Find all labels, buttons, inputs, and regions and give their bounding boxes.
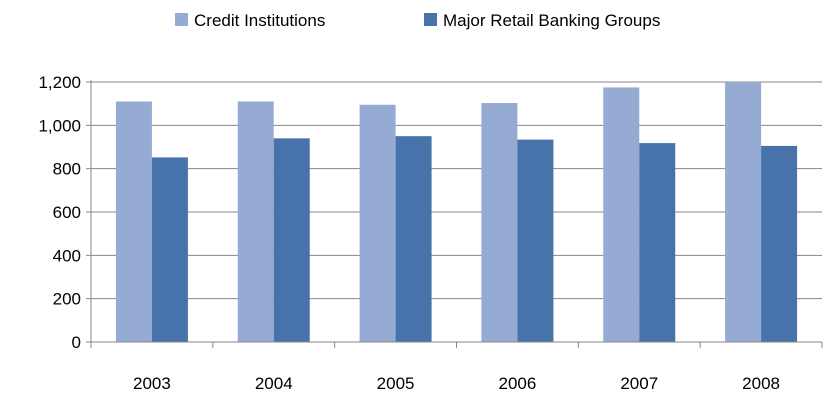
x-category-label: 2003	[133, 374, 171, 393]
x-category-label: 2007	[620, 374, 658, 393]
legend-label-major-retail-banking-groups: Major Retail Banking Groups	[443, 11, 660, 30]
axes	[90, 80, 823, 348]
x-axis-category-labels: 2003 2004 2005 2006 2007 2008	[133, 374, 780, 393]
y-tick-label: 800	[53, 160, 81, 179]
bar-major-retail-banking-groups-2004	[273, 138, 310, 342]
bars	[115, 82, 798, 343]
bar-major-retail-banking-groups-2007	[639, 143, 676, 342]
y-tick-label: 600	[53, 203, 81, 222]
y-tick-label: 1,200	[38, 73, 81, 92]
y-tick-label: 1,000	[38, 116, 81, 135]
y-tick-label: 200	[53, 290, 81, 309]
bar-credit-institutions-2008	[725, 82, 762, 342]
bar-credit-institutions-2005	[359, 104, 396, 342]
legend-swatch-credit-institutions	[175, 13, 188, 26]
bar-credit-institutions-2003	[115, 101, 152, 342]
bar-credit-institutions-2006	[481, 103, 518, 343]
x-category-label: 2006	[499, 374, 537, 393]
bar-major-retail-banking-groups-2005	[395, 136, 432, 342]
x-category-label: 2004	[255, 374, 293, 393]
y-axis-tick-labels: 0 200 400 600 800 1,000 1,200	[38, 73, 81, 352]
bar-credit-institutions-2007	[603, 87, 640, 343]
chart-legend: Credit Institutions Major Retail Banking…	[175, 11, 660, 30]
legend-label-credit-institutions: Credit Institutions	[194, 11, 325, 30]
x-category-label: 2005	[377, 374, 415, 393]
y-tick-label: 0	[72, 333, 81, 352]
bar-major-retail-banking-groups-2008	[761, 145, 798, 342]
x-category-label: 2008	[742, 374, 780, 393]
bar-major-retail-banking-groups-2006	[517, 139, 554, 342]
legend-swatch-major-retail-banking-groups	[424, 13, 437, 26]
bar-credit-institutions-2004	[237, 101, 274, 342]
y-gridlines	[86, 81, 822, 343]
y-tick-label: 400	[53, 246, 81, 265]
bar-major-retail-banking-groups-2003	[151, 157, 188, 342]
